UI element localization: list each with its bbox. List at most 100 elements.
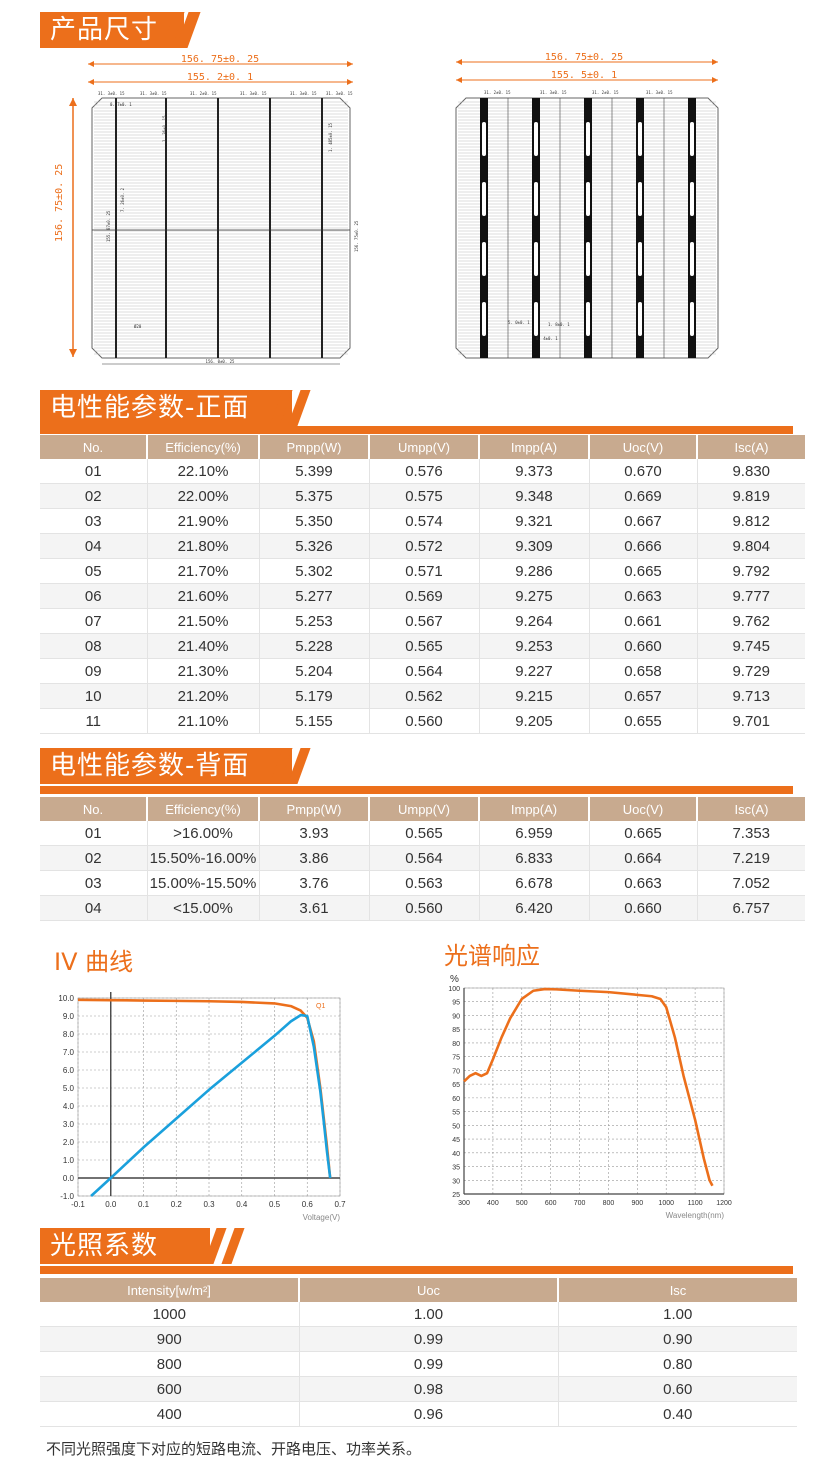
section-title-size-text: 产品尺寸 [50,15,159,45]
table-row: 06 21.60% 5.277 0.569 9.275 0.663 9.777 [40,583,805,609]
busbar-pad [482,242,486,276]
y-tick-label: 5.0 [63,1084,75,1093]
table-cell: 10 [40,683,148,709]
table-cell: 0.569 [369,583,480,609]
right-dim-left: 156. 75±0. 25 [354,220,359,252]
busbar-pad [638,242,642,276]
table-cell: 0.560 [369,895,480,921]
table-cell: 0.667 [589,508,698,534]
spectrum-title: 光谱响应 [444,942,540,970]
title-stripe [221,1228,245,1264]
y-tick-label: 3.0 [63,1120,75,1129]
y-tick-label: 40 [452,1151,460,1158]
table-cell: 0.60 [558,1376,797,1402]
y-tick-label: 30 [452,1178,460,1185]
x-tick-label: 1000 [658,1200,674,1207]
y-tick-label: 9.0 [63,1012,75,1021]
x-tick-label: 800 [603,1200,615,1207]
table-cell: 5.350 [259,508,370,534]
busbar-pad [586,302,590,336]
table-cell: 0.657 [589,683,698,709]
y-tick-label: 60 [452,1096,460,1103]
table-cell: 0.96 [299,1401,559,1427]
x-axis-label: Voltage(V) [303,1213,341,1222]
table-cell: 7.353 [697,821,805,846]
series-line [77,998,332,1179]
bottom-dim-left: 156. 0±0. 25 [206,359,235,364]
table-cell: 0.661 [589,608,698,634]
cell-dim-5: 31. 3±0. 15 [290,91,317,96]
table-cell: 9.777 [697,583,805,609]
table-row: 800 0.99 0.80 [40,1351,797,1377]
table-cell: 07 [40,608,148,634]
plot-frame [77,997,341,1197]
series-line [463,987,714,1187]
table-cell: 21.80% [147,533,260,559]
table-cell: 22.00% [147,483,260,509]
cell-dim-2: 31. 3±0. 15 [140,91,167,96]
column-header: Impp(A) [479,435,590,459]
busbar-pad [482,122,486,156]
column-header: Isc [558,1278,797,1302]
table-cell: 0.40 [558,1401,797,1427]
table-row: 04 21.80% 5.326 0.572 9.309 0.666 9.804 [40,533,805,559]
busbar-pad [482,182,486,216]
x-tick-label: 300 [458,1200,470,1207]
table-cell: 01 [40,459,148,484]
section-title-light: 光照系数 [40,1228,210,1264]
column-header: Uoc(V) [589,797,698,821]
busbar [636,98,644,358]
table-cell: 21.30% [147,658,260,684]
table-cell: 0.571 [369,558,480,584]
footnote: 不同光照强度下对应的短路电流、开路电压、功率关系。 [46,1440,422,1458]
table-row: 02 22.00% 5.375 0.575 9.348 0.669 9.819 [40,483,805,509]
table-cell: 0.670 [589,459,698,484]
table-cell: 0.663 [589,583,698,609]
column-header: Efficiency(%) [147,435,260,459]
table-cell: 0.665 [589,558,698,584]
busbar-pad [586,242,590,276]
table-cell: 08 [40,633,148,659]
y-tick-label: 0.0 [63,1174,75,1183]
table-cell: 0.666 [589,533,698,559]
table-cell: 9.713 [697,683,805,709]
x-tick-label: -0.1 [71,1200,85,1209]
table-cell: 5.399 [259,459,370,484]
table-cell: 7.052 [697,870,805,896]
outer-dim-left: 156. 75±0. 25 [181,54,259,65]
table-cell: 0.565 [369,633,480,659]
table-cell: 9.309 [479,533,590,559]
table-cell: 900 [40,1326,300,1352]
table-cell: 21.20% [147,683,260,709]
table-cell: 0.660 [589,633,698,659]
y-tick-label: 1.0 [63,1156,75,1165]
busbar-pad [690,182,694,216]
section-bar-front [40,426,793,434]
table-cell: 0.572 [369,533,480,559]
table-row: 01 22.10% 5.399 0.576 9.373 0.670 9.830 [40,459,805,484]
y-tick-label: 65 [452,1082,460,1089]
table-cell: 0.98 [299,1376,559,1402]
x-tick-label: 0.2 [171,1200,183,1209]
x-tick-label: 1100 [688,1200,703,1207]
table-cell: 0.660 [589,895,698,921]
busbar-pad [586,122,590,156]
table-cell: 3.86 [259,845,370,871]
table-cell: 21.10% [147,708,260,734]
grid-fingers [94,101,348,355]
iv-curve-chart: -1.0 0.0 1.0 2.0 3.0 4.0 5.0 6.0 7.0 8.0 9.0 10.0 -0… [58,992,346,1222]
note-4: 7. 26±0. 2 [120,187,125,212]
y-tick-label: 70 [452,1068,460,1075]
busbar-pad [482,302,486,336]
x-tick-label: 0.6 [302,1200,314,1209]
busbar-pad [638,122,642,156]
column-header: Pmpp(W) [259,435,370,459]
busbar-pad [534,122,538,156]
table-row: 05 21.70% 5.302 0.571 9.286 0.665 9.792 [40,558,805,584]
y-tick-label: 6.0 [63,1066,75,1075]
table-cell: 0.562 [369,683,480,709]
table-cell: 9.762 [697,608,805,634]
column-header: Efficiency(%) [147,797,260,821]
table-cell: 9.792 [697,558,805,584]
note-1: 0. 7±0. 1 [110,102,132,107]
